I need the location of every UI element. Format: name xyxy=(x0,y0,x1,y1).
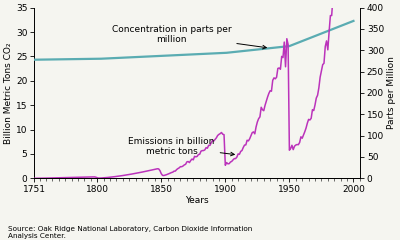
Text: Source: Oak Ridge National Laboratory, Carbon Dioxide Information
Analysis Cente: Source: Oak Ridge National Laboratory, C… xyxy=(8,226,252,239)
Text: Emissions in billion
metric tons: Emissions in billion metric tons xyxy=(128,137,234,156)
Y-axis label: Billion Metric Tons CO₂: Billion Metric Tons CO₂ xyxy=(4,42,13,144)
X-axis label: Years: Years xyxy=(185,196,209,205)
Y-axis label: Parts per Million: Parts per Million xyxy=(387,57,396,129)
Text: Concentration in parts per
million: Concentration in parts per million xyxy=(112,25,266,49)
